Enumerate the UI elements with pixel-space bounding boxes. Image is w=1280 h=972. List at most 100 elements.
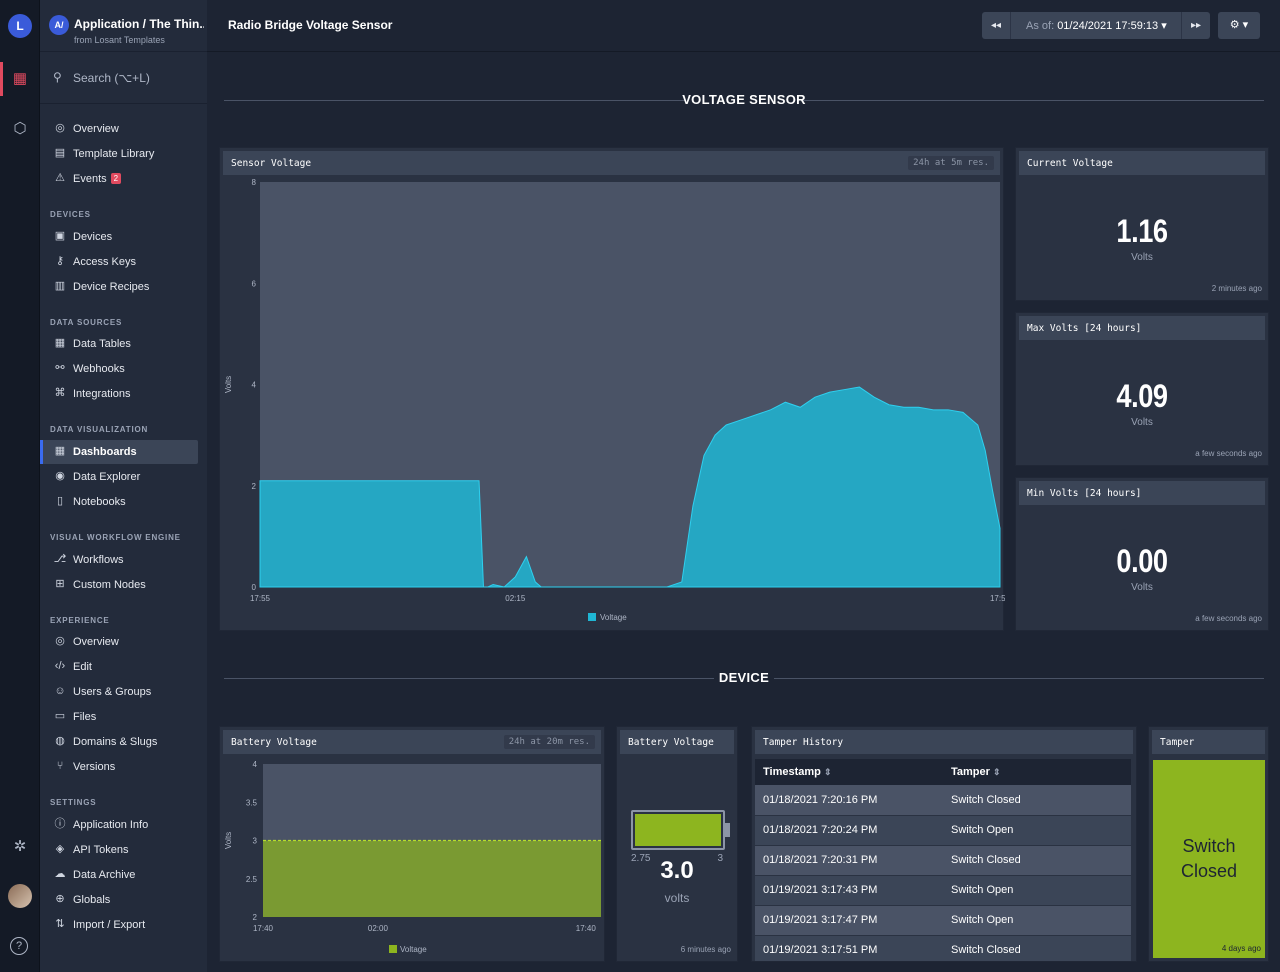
column-header-timestamp[interactable]: Timestamp ⇕: [755, 759, 943, 785]
panel-header: Min Volts [24 hours]: [1019, 481, 1265, 505]
as-of-label: As of:: [1026, 20, 1055, 32]
sidebar-item-experience-overview[interactable]: ◎ Overview: [40, 630, 198, 654]
sidebar-item-dashboards[interactable]: ▦ Dashboards: [40, 440, 198, 464]
battery-icon: [631, 810, 725, 850]
battery-gauge-panel: Battery Voltage 2.75 3 3.0 volts 6 minut…: [616, 726, 738, 962]
cube-rail-icon[interactable]: ⬡: [13, 120, 27, 137]
x-tick-label: 17:55: [990, 594, 1005, 603]
sidebar-item-label: Data Explorer: [73, 471, 141, 483]
template-library-icon: ▤: [54, 147, 66, 159]
sidebar-item-device-recipes[interactable]: ▥ Device Recipes: [40, 275, 198, 299]
sidebar-item-files[interactable]: ▭ Files: [40, 705, 198, 729]
column-header-tamper[interactable]: Tamper ⇕: [943, 759, 1131, 785]
gauge-min-label: 2.75: [631, 853, 651, 864]
panel-title: Sensor Voltage: [231, 158, 312, 169]
sidebar-item-notebooks[interactable]: ▯ Notebooks: [40, 490, 198, 514]
sidebar-item-label: Devices: [73, 231, 113, 243]
sidebar-item-users-groups[interactable]: ☺ Users & Groups: [40, 680, 198, 704]
settings-gear-button[interactable]: ⚙ ▾: [1218, 12, 1260, 39]
sidebar-item-label: Notebooks: [73, 496, 126, 508]
sidebar-item-versions[interactable]: ⑂ Versions: [40, 755, 198, 779]
panel-header: Sensor Voltage 24h at 5m res.: [223, 151, 1000, 175]
x-tick-label: 17:40: [253, 924, 274, 933]
notebook-icon: ▯: [56, 495, 64, 507]
panel-title: Tamper History: [763, 737, 844, 748]
sidebar-item-overview[interactable]: ◎ Overview: [40, 117, 198, 141]
y-tick-label: 6: [252, 279, 257, 288]
sidebar-item-edit[interactable]: ‹/› Edit: [40, 655, 198, 679]
column-header-label: Timestamp: [763, 766, 821, 778]
section-settings: SETTINGS: [50, 798, 97, 807]
min-volts-panel: Min Volts [24 hours] 0.00 Volts a few se…: [1015, 477, 1269, 631]
tamper-history-table: Timestamp ⇕ Tamper ⇕ 01/18/2021 7:20:16 …: [755, 759, 1131, 961]
icon-rail: L ▦ ⬡ ✲ ?: [0, 0, 40, 972]
legend-swatch: [588, 613, 596, 621]
folder-icon: ▭: [54, 710, 66, 722]
panel-title: Min Volts [24 hours]: [1027, 488, 1142, 499]
tamper-state-text: Switch Closed: [1180, 836, 1238, 881]
sidebar-item-import-export[interactable]: ⇅ Import / Export: [40, 913, 198, 937]
integrations-icon: ⌘: [54, 387, 66, 399]
section-data-visualization: DATA VISUALIZATION: [50, 425, 149, 434]
y-tick-label: 2: [253, 913, 258, 922]
avatar[interactable]: [8, 884, 32, 908]
sidebar-item-globals[interactable]: ⊕ Globals: [40, 888, 198, 912]
y-tick-label: 2.5: [246, 875, 258, 884]
dashboard-rail-icon[interactable]: ▦: [12, 70, 28, 87]
sidebar-item-data-archive[interactable]: ☁ Data Archive: [40, 863, 198, 887]
sort-icon: ⇕: [992, 767, 1001, 777]
as-of-dropdown[interactable]: As of: 01/24/2021 17:59:13 ▾: [1026, 19, 1167, 32]
losant-logo-icon[interactable]: L: [8, 14, 32, 38]
previous-time-button[interactable]: ◂◂: [982, 12, 1011, 39]
globe-icon: ⊕: [55, 893, 65, 905]
sidebar-item-access-keys[interactable]: ⚷ Access Keys: [40, 250, 198, 274]
x-tick-label: 02:15: [505, 594, 526, 603]
panel-header: Tamper: [1152, 730, 1265, 754]
chip-icon: ▣: [54, 230, 66, 242]
recipe-icon: ▥: [54, 280, 66, 292]
current-voltage-panel: Current Voltage 1.16 Volts 2 minutes ago: [1015, 147, 1269, 301]
application-badge: A/: [49, 15, 69, 35]
cell-timestamp: 01/19/2021 3:17:51 PM: [755, 935, 943, 961]
panel-title: Current Voltage: [1027, 158, 1113, 169]
section-header-device: DEVICE: [224, 668, 1264, 688]
sidebar-item-template-library[interactable]: ▤ Template Library: [40, 142, 198, 166]
sidebar-item-integrations[interactable]: ⌘ Integrations: [40, 382, 198, 406]
sort-icon: ⇕: [823, 767, 832, 777]
tamper-history-panel: Tamper History Timestamp ⇕ Tamper ⇕ 01/1…: [751, 726, 1137, 962]
battery-level-fill: [635, 814, 721, 846]
sidebar-item-custom-nodes[interactable]: ⊞ Custom Nodes: [40, 573, 198, 597]
webhook-icon: ⚯: [55, 362, 65, 374]
table-icon: ▦: [54, 337, 66, 349]
application-header[interactable]: A/ Application / The Thin... from Losant…: [40, 0, 207, 52]
max-volts-panel: Max Volts [24 hours] 4.09 Volts a few se…: [1015, 312, 1269, 466]
sidebar-item-data-tables[interactable]: ▦ Data Tables: [40, 332, 198, 356]
nodes-rail-icon[interactable]: ✲: [13, 838, 27, 855]
y-tick-label: 8: [252, 178, 257, 187]
sensor-voltage-chart: 0 2 4 6 8 17:55 02:15 17:55 Volts Voltage: [224, 178, 1005, 622]
events-count-badge: 2: [110, 173, 122, 184]
current-voltage-value: 1.16: [1116, 213, 1168, 249]
sidebar-item-label: Files: [73, 711, 97, 723]
sidebar-item-workflows[interactable]: ⎇ Workflows: [40, 548, 198, 572]
sidebar-item-events[interactable]: ⚠ Events 2: [40, 167, 198, 191]
sidebar-item-application-info[interactable]: ⓘ Application Info: [40, 813, 198, 837]
legend-label: Voltage: [600, 613, 627, 622]
updated-time: 2 minutes ago: [1211, 284, 1262, 293]
sidebar-item-api-tokens[interactable]: ◈ API Tokens: [40, 838, 198, 862]
time-controls: ◂◂ As of: 01/24/2021 17:59:13 ▾ ▸▸: [982, 12, 1210, 39]
sidebar-item-webhooks[interactable]: ⚯ Webhooks: [40, 357, 198, 381]
panel-title: Tamper: [1160, 737, 1195, 748]
help-icon[interactable]: ?: [10, 937, 28, 955]
sidebar-item-domains-slugs[interactable]: ◍ Domains & Slugs: [40, 730, 198, 754]
sidebar-item-data-explorer[interactable]: ◉ Data Explorer: [40, 465, 198, 489]
workflow-icon: ⎇: [53, 553, 67, 565]
sidebar-item-devices[interactable]: ▣ Devices: [40, 225, 198, 249]
next-time-button[interactable]: ▸▸: [1181, 12, 1210, 39]
section-devices: DEVICES: [50, 210, 91, 219]
search-input[interactable]: ⚲ Search (⌥+L): [40, 52, 207, 104]
sidebar-item-label: Versions: [73, 761, 116, 773]
y-tick-label: 4: [253, 760, 258, 769]
sidebar-item-label: Integrations: [73, 388, 131, 400]
users-icon: ☺: [54, 685, 66, 697]
